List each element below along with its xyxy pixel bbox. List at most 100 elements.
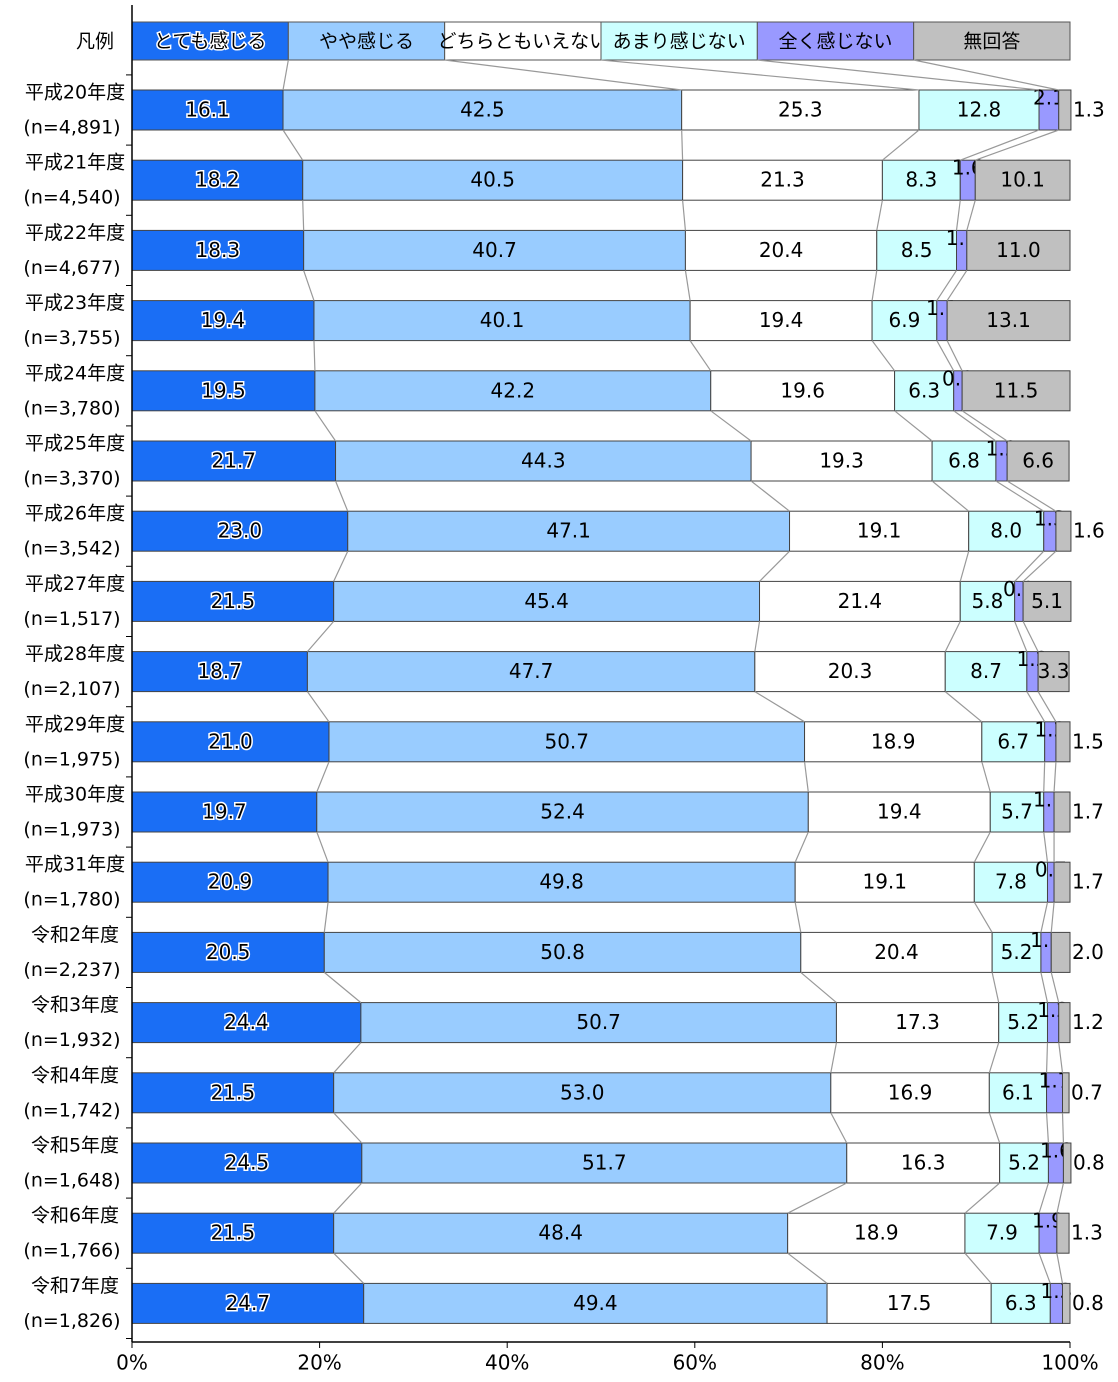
legend-label: 無回答 bbox=[963, 31, 1020, 53]
bar-segment bbox=[684, 229, 878, 271]
sample-size-label: (n=1,742) bbox=[23, 1099, 120, 1121]
bar-segment bbox=[313, 300, 691, 342]
connector bbox=[936, 270, 958, 301]
category-label: 平成23年度 bbox=[25, 292, 125, 314]
bar-segment bbox=[316, 791, 809, 833]
legend-label: とても感じる bbox=[154, 31, 266, 53]
connector bbox=[794, 831, 809, 863]
connector bbox=[1056, 1253, 1064, 1284]
bar-segment bbox=[944, 651, 1028, 693]
legend-label: あまり感じない bbox=[613, 31, 746, 53]
data-label: 23.0 bbox=[218, 519, 263, 543]
connector bbox=[871, 270, 878, 301]
bar-segment bbox=[1058, 1002, 1071, 1044]
bar-segment bbox=[1022, 580, 1072, 622]
data-label: 18.3 bbox=[196, 238, 241, 262]
bar-segment bbox=[1006, 440, 1070, 482]
connector bbox=[333, 550, 349, 582]
data-label: 47.1 bbox=[546, 519, 591, 543]
connector bbox=[944, 621, 961, 652]
bar-segment bbox=[131, 370, 316, 412]
data-label: 18.9 bbox=[871, 729, 916, 753]
connector bbox=[959, 551, 970, 582]
data-label: 20.4 bbox=[759, 238, 804, 262]
bar-segment bbox=[1055, 721, 1071, 763]
connector bbox=[960, 129, 1040, 161]
data-label: 21.0 bbox=[208, 729, 253, 753]
bar-segment bbox=[826, 1282, 992, 1324]
category-label: 令和4年度 bbox=[31, 1064, 119, 1086]
data-label: 18.9 bbox=[854, 1221, 899, 1245]
bar-segment bbox=[750, 440, 933, 482]
connector bbox=[444, 59, 682, 91]
bar-segment bbox=[363, 1282, 828, 1324]
category-label: 平成25年度 bbox=[25, 433, 125, 455]
connector bbox=[955, 200, 961, 231]
connector bbox=[1022, 550, 1057, 582]
bar-segment bbox=[973, 861, 1048, 903]
connector bbox=[961, 410, 1008, 442]
x-tick-label: 0% bbox=[116, 1351, 148, 1375]
bar-segment bbox=[1061, 1282, 1071, 1324]
category-label: 平成20年度 bbox=[25, 82, 125, 104]
connector bbox=[689, 340, 712, 372]
data-label: 19.1 bbox=[857, 519, 902, 543]
bar-segment bbox=[282, 89, 683, 131]
sample-size-label: (n=3,370) bbox=[23, 468, 120, 490]
data-label: 45.4 bbox=[524, 589, 569, 613]
connector bbox=[871, 340, 896, 372]
connector bbox=[946, 340, 963, 372]
connector bbox=[1038, 1252, 1051, 1284]
sample-size-label: (n=1,517) bbox=[23, 608, 120, 630]
data-label: 42.2 bbox=[491, 378, 536, 402]
bar-segment bbox=[681, 89, 920, 131]
connector bbox=[684, 270, 691, 301]
bar-segment bbox=[328, 721, 806, 763]
connector bbox=[894, 410, 933, 442]
data-label: 5.8 bbox=[972, 589, 1004, 613]
data-label: 6.6 bbox=[1022, 449, 1054, 473]
bar-segment bbox=[302, 159, 684, 201]
sample-size-label: (n=3,780) bbox=[23, 397, 120, 419]
bar-segment bbox=[918, 89, 1040, 131]
data-label: 6.1 bbox=[1002, 1080, 1034, 1104]
connector bbox=[830, 1042, 838, 1073]
data-label: 7.9 bbox=[986, 1221, 1018, 1245]
connector bbox=[710, 410, 752, 442]
bar-segment bbox=[946, 300, 1071, 342]
connector bbox=[966, 200, 976, 231]
connector bbox=[757, 59, 1040, 91]
data-label: 53.0 bbox=[560, 1080, 605, 1104]
connector bbox=[750, 480, 790, 512]
connector bbox=[1056, 1182, 1065, 1214]
bar-segment bbox=[959, 580, 1016, 622]
connector bbox=[306, 691, 330, 723]
connector bbox=[1006, 480, 1057, 512]
bar-segment bbox=[1053, 791, 1071, 833]
bar-segment bbox=[333, 580, 761, 622]
bar-segment bbox=[759, 580, 961, 622]
data-label: 12.8 bbox=[957, 98, 1002, 122]
data-label: 20.4 bbox=[874, 940, 919, 964]
data-label: 21.4 bbox=[838, 589, 883, 613]
data-label: 18.2 bbox=[195, 168, 240, 192]
data-label: 0.7 bbox=[1071, 1080, 1103, 1104]
connector bbox=[1040, 902, 1049, 933]
bar-segment bbox=[131, 1212, 335, 1254]
sample-size-label: (n=4,677) bbox=[23, 257, 120, 279]
data-label: 1.2 bbox=[1072, 1010, 1104, 1034]
bar-segment bbox=[794, 861, 975, 903]
category-label: 令和5年度 bbox=[31, 1135, 119, 1157]
bar-segment bbox=[968, 510, 1045, 552]
connector bbox=[303, 270, 315, 301]
connector bbox=[314, 410, 337, 442]
bar-segment bbox=[787, 1212, 966, 1254]
connector bbox=[306, 621, 335, 652]
category-label: 令和2年度 bbox=[31, 924, 119, 946]
connector bbox=[323, 971, 362, 1004]
connector bbox=[953, 410, 997, 442]
data-label: 6.9 bbox=[889, 308, 921, 332]
bar-segment bbox=[990, 1282, 1051, 1324]
connector bbox=[876, 200, 883, 231]
bar-segment bbox=[871, 300, 938, 342]
